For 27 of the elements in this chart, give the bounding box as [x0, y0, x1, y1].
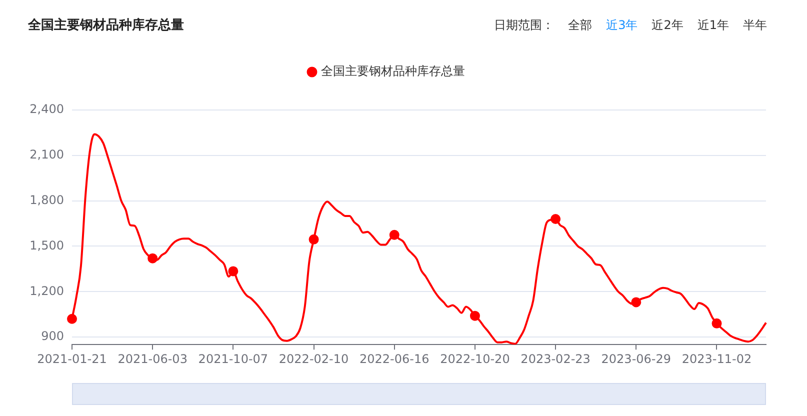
x-tick-label: 2022-06-16 — [360, 352, 430, 366]
point — [631, 297, 642, 308]
x-tick-label: 2023-11-02 — [682, 352, 752, 366]
point — [389, 230, 400, 240]
x-tick-label: 2021-10-07 — [198, 352, 268, 366]
x-tick-label: 2022-02-10 — [278, 352, 349, 366]
y-tick-label: 2,100 — [30, 148, 64, 162]
x-tick-label: 2023-06-29 — [601, 352, 672, 366]
point — [712, 318, 722, 328]
date-range-selector: 日期范围： 全部 近3年 近2年 近1年 半年 — [494, 17, 767, 34]
y-tick-label: 2,400 — [30, 102, 64, 116]
point — [228, 266, 238, 276]
x-tick-label: 2021-06-03 — [118, 352, 188, 366]
chart-title: 全国主要钢材品种库存总量 — [28, 16, 184, 34]
y-tick-label: 1,500 — [30, 238, 64, 252]
y-tick-label: 1,200 — [30, 284, 64, 298]
point — [148, 253, 158, 264]
y-tick-label: 900 — [41, 329, 64, 344]
x-tick-label: 2022-10-20 — [440, 352, 510, 366]
x-tick-label: 2021-01-21 — [37, 352, 107, 366]
y-tick-label: 1,800 — [30, 192, 64, 207]
point — [308, 234, 319, 244]
x-tick-label: 2023-02-23 — [520, 352, 590, 366]
point — [550, 214, 561, 224]
point — [67, 314, 77, 324]
point — [470, 310, 480, 321]
legend-label: 全国主要钢材品种库存总量 — [321, 64, 465, 78]
